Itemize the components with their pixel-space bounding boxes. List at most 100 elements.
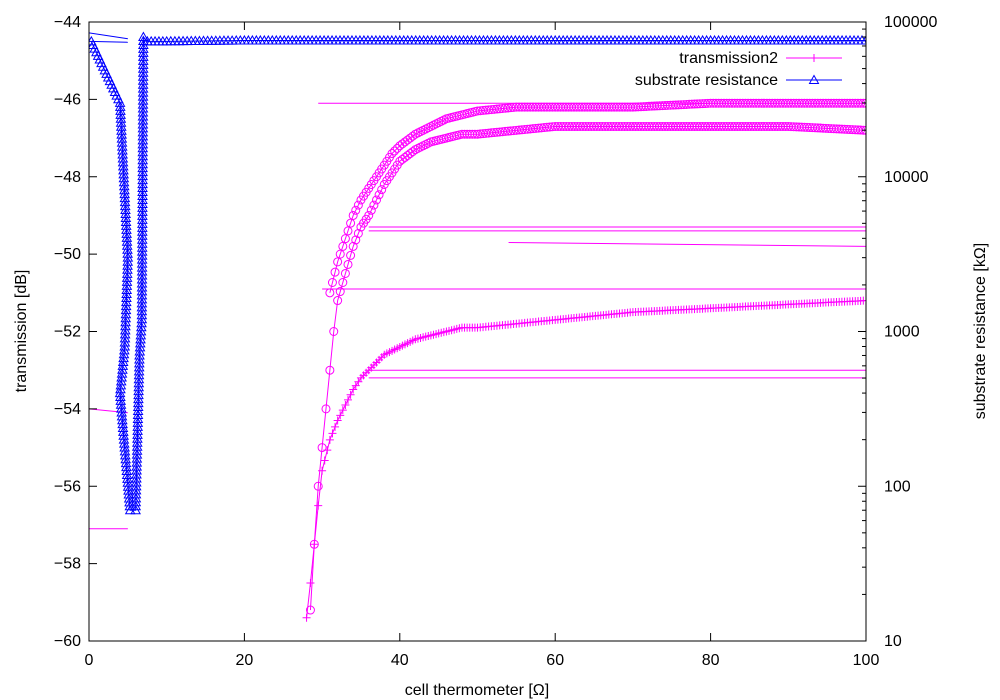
connector-line (508, 242, 866, 247)
data-point (119, 445, 131, 456)
data-point (320, 456, 329, 465)
data-point (330, 267, 340, 277)
data-point (120, 457, 132, 468)
y2-tick-label: 1000 (884, 324, 920, 341)
data-point (858, 125, 866, 135)
data-point (348, 241, 358, 251)
connector-line (89, 32, 128, 40)
data-point (122, 481, 134, 491)
data-point (302, 613, 311, 622)
data-point (117, 364, 128, 374)
data-point (858, 98, 866, 108)
data-point (343, 259, 353, 269)
data-point (121, 461, 132, 472)
data-point (331, 422, 340, 431)
data-point (810, 54, 818, 62)
data-point (329, 327, 339, 336)
data-point (121, 469, 133, 479)
data-point (122, 477, 134, 487)
data-point (333, 296, 343, 306)
data-point (318, 466, 327, 475)
series-line (309, 125, 866, 611)
x-axis: 0 20 40 60 80 100 (85, 22, 880, 669)
data-point (116, 368, 128, 378)
data-point (408, 147, 418, 157)
data-point (340, 268, 350, 278)
series-line (90, 35, 866, 511)
data-point (353, 200, 363, 210)
data-point (338, 241, 348, 251)
data-point (338, 277, 348, 287)
x-tick-label: 100 (853, 652, 880, 669)
data-point (321, 404, 331, 414)
legend: transmission2 substrate resistance (635, 50, 842, 89)
x-tick-label: 60 (546, 652, 564, 669)
data-point (862, 296, 866, 305)
series-line (306, 300, 866, 618)
data-point (327, 277, 337, 287)
x-tick-label: 0 (85, 652, 94, 669)
data-point (344, 395, 352, 404)
y2-tick-label: 100000 (884, 14, 937, 31)
data-point (117, 360, 129, 370)
x-tick-label: 40 (391, 652, 409, 669)
data-point (118, 348, 130, 359)
data-point (346, 390, 355, 399)
y2-tick-label: 100 (884, 478, 911, 495)
data-point (122, 473, 133, 483)
y-tick-label: −60 (54, 633, 81, 650)
data-point (325, 435, 334, 444)
data-point (408, 131, 418, 141)
data-point (348, 210, 358, 220)
connector-line (89, 40, 128, 43)
data-point (328, 429, 337, 438)
data-point (119, 340, 131, 351)
y2-axis-label: substrate resistance [kΩ] (972, 243, 989, 419)
data-layer (89, 31, 866, 622)
data-point (335, 287, 345, 297)
data-point (351, 205, 361, 215)
data-point (392, 143, 402, 153)
data-point (364, 210, 374, 220)
data-point (336, 411, 345, 420)
y-axis-label: transmission [dB] (13, 270, 30, 393)
data-point (306, 578, 315, 587)
data-point (346, 250, 356, 260)
data-point (305, 605, 315, 615)
data-point (371, 195, 381, 205)
data-point (117, 356, 129, 367)
data-point (351, 235, 361, 245)
data-point (310, 540, 319, 549)
y-axis-right: 10 100 1000 10000 100000 (858, 14, 937, 650)
series-line (329, 102, 866, 293)
data-point (333, 257, 343, 267)
data-point (366, 205, 376, 215)
legend-label: transmission2 (679, 50, 778, 67)
data-point (323, 446, 332, 455)
y2-tick-label: 10000 (884, 169, 929, 186)
y-tick-label: −48 (54, 169, 81, 186)
data-point (387, 149, 397, 159)
data-point (115, 375, 127, 386)
y-tick-label: −46 (54, 91, 81, 108)
series-circle (325, 98, 866, 298)
y-tick-label: −54 (54, 401, 81, 418)
data-point (118, 352, 129, 363)
data-point (860, 34, 866, 45)
data-point (335, 249, 345, 259)
data-point (346, 218, 356, 228)
x-tick-label: 20 (236, 652, 254, 669)
data-point (118, 344, 130, 355)
data-point (338, 406, 347, 415)
y-tick-label: −56 (54, 478, 81, 495)
y-tick-label: −44 (54, 14, 81, 31)
x-axis-label: cell thermometer [Ω] (405, 682, 549, 699)
data-point (377, 185, 387, 195)
y-tick-label: −58 (54, 556, 81, 573)
data-point (118, 438, 130, 448)
y-tick-label: −50 (54, 246, 81, 263)
data-point (121, 465, 133, 476)
x-tick-label: 80 (702, 652, 720, 669)
data-point (317, 443, 327, 453)
data-point (374, 190, 384, 200)
